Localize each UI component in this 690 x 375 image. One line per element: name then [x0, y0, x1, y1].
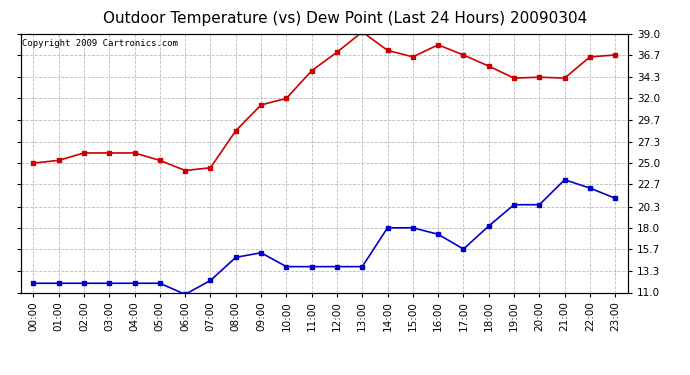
Text: Outdoor Temperature (vs) Dew Point (Last 24 Hours) 20090304: Outdoor Temperature (vs) Dew Point (Last… — [103, 11, 587, 26]
Text: Copyright 2009 Cartronics.com: Copyright 2009 Cartronics.com — [22, 39, 178, 48]
